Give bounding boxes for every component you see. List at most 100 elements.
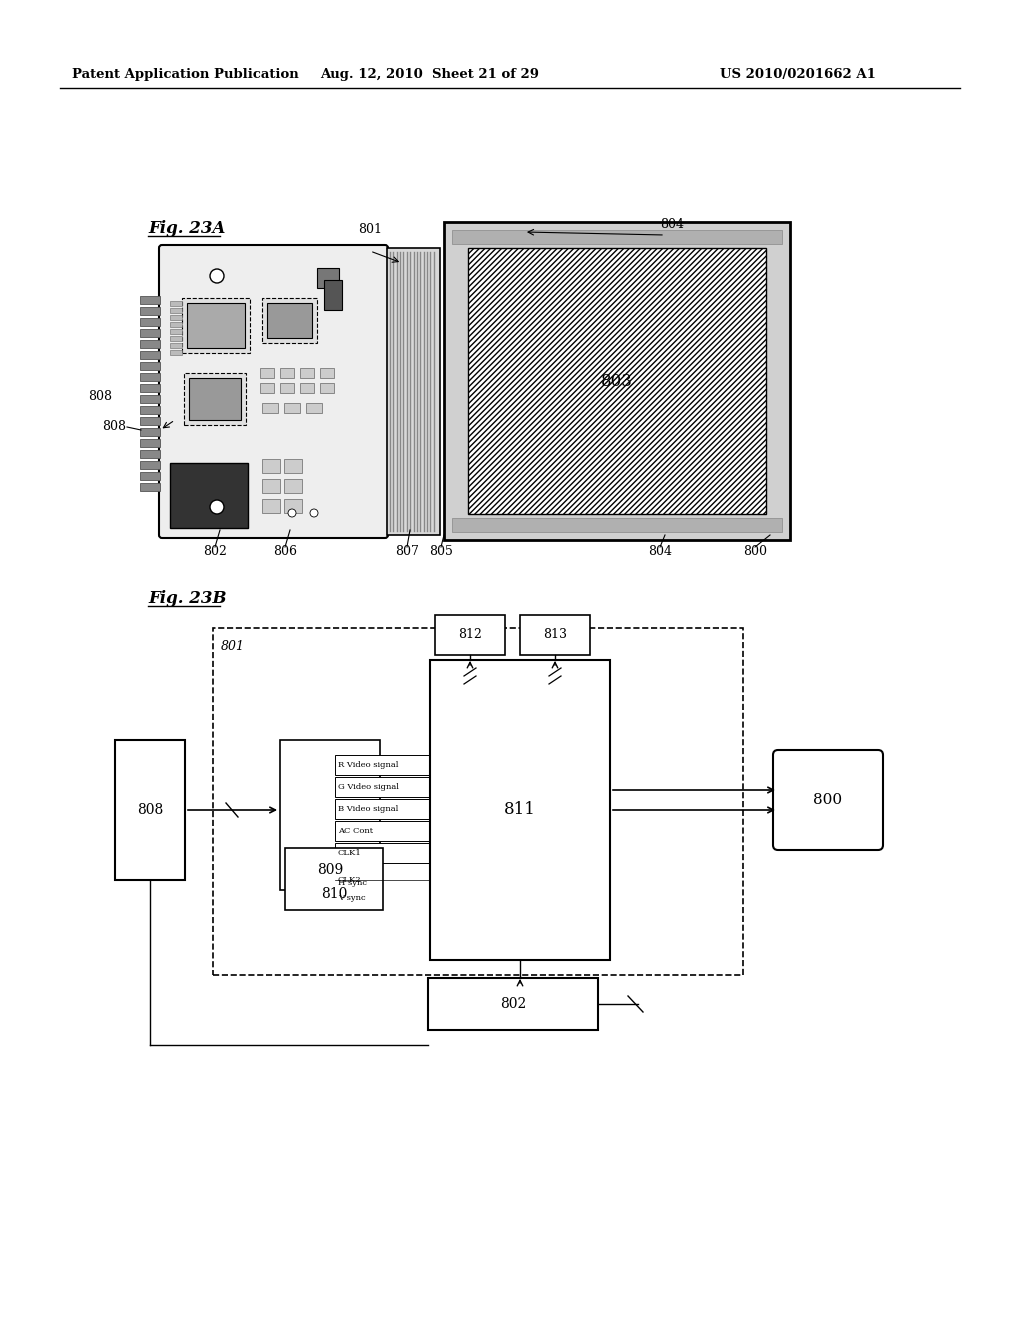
Text: Aug. 12, 2010  Sheet 21 of 29: Aug. 12, 2010 Sheet 21 of 29 <box>321 69 540 81</box>
Text: B Video signal: B Video signal <box>338 805 398 813</box>
Bar <box>170 337 182 341</box>
Text: H sync: H sync <box>338 879 367 887</box>
Bar <box>335 821 430 841</box>
Bar <box>140 374 160 381</box>
Bar <box>335 799 430 818</box>
Bar <box>285 847 383 909</box>
Bar <box>335 777 430 797</box>
Bar <box>262 499 280 513</box>
Bar <box>262 403 278 413</box>
Text: V sync: V sync <box>338 894 366 902</box>
Bar <box>170 329 182 334</box>
Text: 800: 800 <box>813 793 843 807</box>
Bar <box>213 628 743 975</box>
Bar <box>306 403 322 413</box>
Bar <box>260 368 274 378</box>
Text: 804: 804 <box>660 218 684 231</box>
Text: 803: 803 <box>601 372 633 389</box>
Bar <box>428 978 598 1030</box>
Text: 807: 807 <box>395 545 419 558</box>
Bar <box>319 368 334 378</box>
Bar <box>267 304 312 338</box>
Bar <box>182 298 250 352</box>
Bar <box>300 368 314 378</box>
Bar <box>324 280 342 310</box>
Text: R Video signal: R Video signal <box>338 762 398 770</box>
Bar <box>140 296 160 304</box>
Circle shape <box>288 510 296 517</box>
Bar <box>140 362 160 370</box>
Text: 806: 806 <box>273 545 297 558</box>
Bar <box>435 615 505 655</box>
Bar <box>280 383 294 393</box>
Text: 802: 802 <box>203 545 227 558</box>
Bar <box>284 459 302 473</box>
Bar <box>140 461 160 469</box>
Bar <box>262 298 317 343</box>
Bar <box>140 318 160 326</box>
Bar <box>115 741 185 880</box>
Text: CLK1: CLK1 <box>338 849 361 857</box>
Bar <box>280 741 380 890</box>
Text: 811: 811 <box>504 801 536 818</box>
Text: G Video signal: G Video signal <box>338 783 399 791</box>
Bar <box>170 343 182 348</box>
Bar <box>260 383 274 393</box>
Bar <box>284 499 302 513</box>
Text: Fig. 23A: Fig. 23A <box>148 220 225 238</box>
Text: 802: 802 <box>500 997 526 1011</box>
Bar <box>170 350 182 355</box>
Circle shape <box>210 500 224 513</box>
Bar <box>335 755 430 775</box>
Text: 808: 808 <box>88 391 112 404</box>
Bar <box>184 374 246 425</box>
Bar <box>140 428 160 436</box>
Bar <box>317 268 339 288</box>
Bar <box>300 383 314 393</box>
Bar <box>284 479 302 492</box>
Text: 812: 812 <box>458 628 482 642</box>
Circle shape <box>210 269 224 282</box>
Text: 809: 809 <box>316 863 343 876</box>
Text: 800: 800 <box>743 545 767 558</box>
Bar <box>284 403 300 413</box>
Bar <box>140 450 160 458</box>
Bar <box>170 315 182 319</box>
Bar <box>140 473 160 480</box>
Bar <box>140 417 160 425</box>
Bar <box>280 368 294 378</box>
Text: 808: 808 <box>137 803 163 817</box>
Bar <box>140 384 160 392</box>
Bar <box>520 615 590 655</box>
FancyBboxPatch shape <box>773 750 883 850</box>
Bar <box>468 248 766 513</box>
Bar <box>452 517 782 532</box>
Text: 801: 801 <box>358 223 382 236</box>
Text: 805: 805 <box>429 545 453 558</box>
Bar <box>335 843 430 863</box>
Bar <box>444 222 790 540</box>
Bar <box>140 407 160 414</box>
Text: 808: 808 <box>102 420 126 433</box>
Bar <box>189 378 241 420</box>
Bar <box>140 308 160 315</box>
Text: 804: 804 <box>648 545 672 558</box>
Bar <box>140 329 160 337</box>
Bar <box>430 660 610 960</box>
Text: 810: 810 <box>321 887 347 902</box>
Bar <box>387 248 440 535</box>
Text: Patent Application Publication: Patent Application Publication <box>72 69 299 81</box>
Bar <box>319 383 334 393</box>
Circle shape <box>310 510 318 517</box>
FancyBboxPatch shape <box>159 246 388 539</box>
Bar <box>140 483 160 491</box>
Bar <box>140 341 160 348</box>
Bar <box>140 395 160 403</box>
Bar <box>170 463 248 528</box>
Bar <box>262 479 280 492</box>
Bar <box>170 322 182 327</box>
Text: 801: 801 <box>221 639 245 652</box>
Bar <box>187 304 245 348</box>
Bar <box>170 308 182 313</box>
Text: 813: 813 <box>543 628 567 642</box>
